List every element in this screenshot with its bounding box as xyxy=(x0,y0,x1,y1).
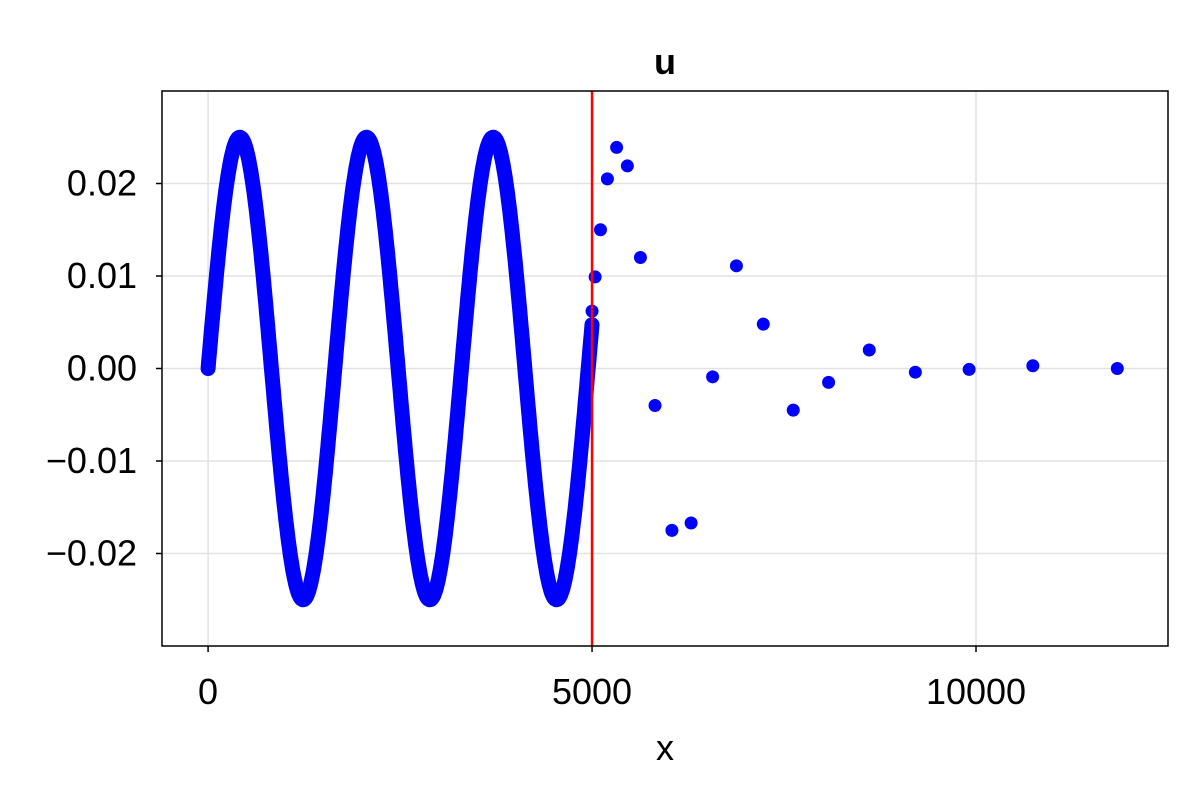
x-tick-label: 0 xyxy=(198,671,218,712)
scatter-point xyxy=(588,270,602,284)
scatter-point xyxy=(729,259,743,273)
scatter-point xyxy=(756,317,770,331)
y-tick-label: −0.01 xyxy=(46,440,137,481)
scatter-point xyxy=(706,370,720,384)
scatter-point xyxy=(648,399,662,412)
x-tick-label: 5000 xyxy=(552,671,632,712)
scatter-point xyxy=(862,343,876,357)
scatter-point xyxy=(665,523,679,537)
dense-wave-series xyxy=(200,129,600,608)
scatter-point xyxy=(610,140,624,154)
tick-marks xyxy=(156,182,977,652)
x-axis-title: x xyxy=(656,727,674,768)
scatter-point xyxy=(633,251,647,264)
y-tick-label: 0.00 xyxy=(67,348,137,389)
scatter-point xyxy=(908,365,922,379)
y-tick-label: −0.02 xyxy=(46,533,137,574)
y-tick-label: 0.02 xyxy=(67,163,137,204)
scatter-point xyxy=(684,516,698,530)
plot-data xyxy=(200,91,1124,646)
scatter-point xyxy=(593,223,607,237)
scatter-point xyxy=(1026,359,1040,373)
tick-labels: 0 5000 10000 −0.02 −0.01 0.00 0.01 0.02 xyxy=(46,163,1026,713)
scatter-point xyxy=(600,172,614,186)
scatter-point xyxy=(822,375,836,389)
x-tick-label: 10000 xyxy=(926,671,1026,712)
y-tick-label: 0.01 xyxy=(67,255,137,296)
scatter-point xyxy=(620,159,634,173)
chart-title: u xyxy=(654,41,676,82)
scatter-point xyxy=(962,362,976,376)
scatter-point xyxy=(786,403,800,417)
scatter-point xyxy=(1110,362,1124,375)
